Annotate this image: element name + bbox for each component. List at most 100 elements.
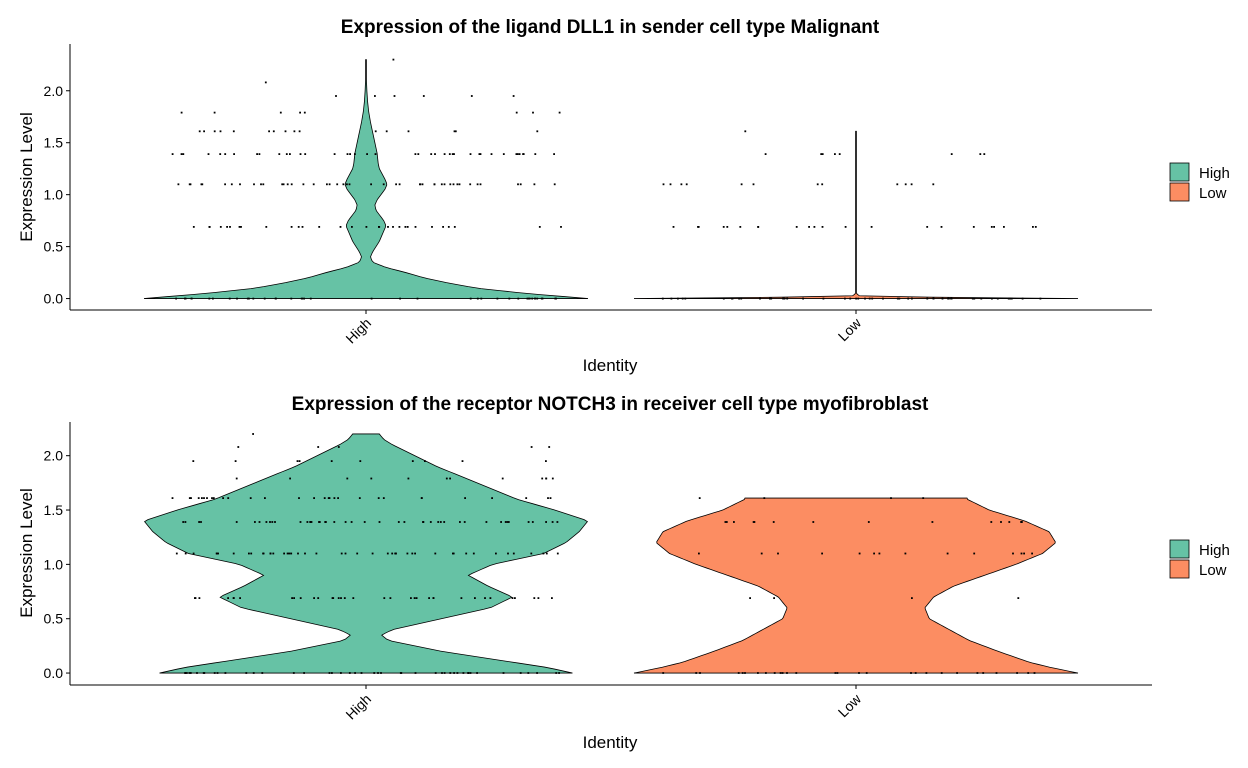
jitter-point (443, 672, 446, 674)
jitter-point (414, 672, 417, 674)
violin-high (143, 433, 589, 674)
jitter-point (370, 477, 373, 480)
jitter-point (365, 226, 368, 228)
jitter-point (476, 672, 478, 674)
jitter-point (414, 226, 417, 228)
jitter-point (1021, 297, 1024, 300)
jitter-point (411, 552, 414, 555)
jitter-point (465, 552, 468, 555)
jitter-point (415, 597, 418, 599)
jitter-point (413, 597, 416, 599)
jitter-point (1033, 672, 1036, 674)
jitter-point (290, 183, 293, 186)
jitter-point (990, 521, 993, 523)
jitter-point (263, 297, 266, 300)
panel-ligand: Expression of the ligand DLL1 in sender … (17, 17, 1230, 375)
jitter-point (795, 226, 798, 228)
jitter-point (672, 226, 675, 228)
jitter-point (896, 183, 899, 186)
jitter-point (545, 552, 548, 555)
jitter-point (517, 183, 519, 186)
jitter-point (315, 552, 318, 555)
jitter-point (722, 226, 725, 228)
jitter-point (821, 183, 824, 186)
jitter-point (533, 597, 536, 599)
legend-swatch-low (1169, 559, 1190, 579)
jitter-point (896, 297, 899, 300)
jitter-point (873, 552, 875, 555)
jitter-point (331, 597, 334, 599)
jitter-point (525, 497, 528, 499)
jitter-point (239, 597, 241, 599)
jitter-point (914, 672, 917, 674)
jitter-point (224, 183, 226, 186)
jitter-point (773, 672, 776, 674)
jitter-point (350, 521, 353, 523)
jitter-point (232, 597, 235, 599)
jitter-point (198, 130, 201, 133)
jitter-point (443, 183, 446, 186)
jitter-point (858, 672, 860, 674)
jitter-point (548, 446, 551, 448)
jitter-point (1016, 672, 1018, 674)
jitter-point (414, 552, 416, 555)
jitter-point (377, 672, 379, 674)
jitter-point (207, 153, 210, 155)
jitter-point (282, 183, 285, 186)
jitter-point (398, 183, 401, 186)
jitter-point (349, 153, 351, 155)
jitter-point (976, 672, 979, 674)
jitter-point (449, 477, 451, 480)
jitter-point (462, 672, 465, 674)
jitter-point (439, 521, 442, 523)
jitter-point (208, 297, 211, 300)
jitter-point (947, 297, 950, 300)
jitter-point (763, 497, 766, 499)
jitter-point (189, 183, 192, 186)
jitter-point (904, 183, 907, 186)
panel-ligand-legend: High Low (1169, 162, 1230, 202)
jitter-point (306, 521, 309, 523)
jitter-point (479, 153, 482, 155)
jitter-point (250, 552, 253, 555)
jitter-point (262, 183, 265, 186)
jitter-point (1017, 597, 1020, 599)
jitter-point (171, 497, 174, 499)
jitter-point (414, 153, 417, 155)
jitter-point (333, 497, 336, 499)
jitter-point (216, 672, 219, 674)
jitter-point (478, 153, 481, 155)
jitter-point (363, 521, 366, 523)
jitter-point (232, 130, 235, 133)
jitter-point (662, 183, 665, 186)
jitter-point (502, 672, 505, 674)
legend-swatch-low (1169, 182, 1190, 202)
y-tick-label: 0.0 (44, 665, 64, 681)
jitter-point (184, 552, 187, 555)
jitter-point (515, 153, 518, 155)
jitter-point (189, 672, 192, 674)
jitter-point (502, 153, 505, 155)
jitter-point (342, 183, 345, 186)
y-tick-label: 0.0 (44, 291, 64, 307)
jitter-point (233, 153, 235, 155)
legend-swatch-high (1169, 539, 1190, 559)
jitter-point (431, 226, 433, 228)
jitter-point (432, 597, 435, 599)
jitter-point (279, 111, 282, 114)
jitter-point (890, 497, 892, 499)
jitter-point (973, 552, 976, 555)
jitter-point (453, 153, 455, 155)
jitter-point (1012, 552, 1014, 555)
jitter-point (698, 552, 700, 555)
jitter-point (925, 672, 928, 674)
jitter-point (245, 672, 248, 674)
jitter-point (335, 95, 337, 97)
jitter-point (757, 672, 759, 674)
jitter-point (556, 552, 559, 555)
jitter-point (230, 183, 233, 186)
jitter-point (318, 521, 321, 523)
jitter-point (932, 297, 935, 300)
jitter-point (795, 672, 798, 674)
